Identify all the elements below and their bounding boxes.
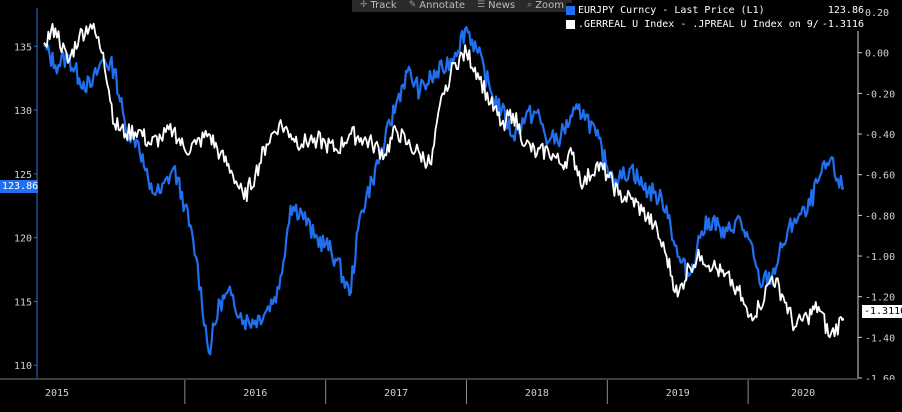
right-tick-label: 0.20	[865, 8, 889, 19]
news-button[interactable]: ☰ News	[477, 0, 515, 12]
x-tick-label: 2019	[666, 388, 690, 399]
zoom-label: Zoom	[535, 0, 565, 11]
last-price-tag-left: 123.86	[0, 180, 39, 193]
news-label: News	[488, 0, 516, 11]
real-rate-spread-last-point	[841, 317, 845, 321]
crosshair-icon: ✛	[360, 0, 368, 10]
right-tick-label: -1.00	[865, 252, 895, 263]
legend-row-real-rate-spread[interactable]: .GERREAL U Index - .JPREAL U Index on 9/…	[566, 17, 864, 31]
track-label: Track	[370, 0, 397, 11]
left-tick-label: 120	[14, 234, 32, 245]
x-tick-label: 2020	[791, 388, 815, 399]
magnifier-icon: ⌕	[527, 0, 533, 10]
right-tick-label: -0.60	[865, 171, 895, 182]
eurjpy-last-point	[841, 186, 845, 190]
right-tick-label: -1.40	[865, 333, 895, 344]
real-rate-spread-line	[43, 22, 844, 339]
right-y-axis: -1.60 -1.40 -1.20 -1.00 -0.80 -0.60 -0.40 -0.20…	[857, 8, 895, 385]
annotate-label: Annotate	[419, 0, 466, 11]
x-axis-band	[0, 380, 902, 412]
plot-area	[43, 22, 845, 356]
right-tick-label: -0.40	[865, 130, 895, 141]
right-tick-label: 0.00	[865, 49, 889, 60]
chart-legend: EURJPY Curncy - Last Price (L1) 123.86 .…	[566, 3, 864, 31]
x-tick-label: 2015	[45, 388, 69, 399]
eurjpy-line	[43, 26, 844, 356]
track-button[interactable]: ✛ Track	[360, 0, 397, 12]
left-tick-label: 125	[14, 170, 32, 181]
left-tick-label: 130	[14, 106, 32, 117]
right-tick-label: -0.80	[865, 211, 895, 222]
right-tick-label: -1.60	[865, 374, 895, 385]
x-tick-label: 2018	[525, 388, 549, 399]
news-icon: ☰	[477, 0, 486, 10]
pencil-icon: ✎	[408, 0, 417, 10]
right-tick-label: -0.20	[865, 89, 895, 100]
legend-swatch-eurjpy	[566, 5, 575, 15]
annotate-button[interactable]: ✎ Annotate	[409, 0, 465, 12]
legend-label-real-rate-spread: .GERREAL U Index - .JPREAL U Index on 9/…	[578, 18, 818, 30]
left-tick-label: 135	[14, 42, 32, 53]
last-price-tag-right: -1.3116	[862, 305, 902, 318]
legend-label-eurjpy: EURJPY Curncy - Last Price (L1)	[578, 4, 765, 16]
left-tick-label: 115	[14, 297, 32, 308]
x-tick-label: 2017	[384, 388, 408, 399]
legend-swatch-real-rate-spread	[566, 19, 575, 29]
right-tick-label: -1.20	[865, 293, 895, 304]
left-tick-label: 110	[14, 361, 32, 372]
zoom-button[interactable]: ⌕ Zoom	[527, 0, 564, 12]
legend-row-eurjpy[interactable]: EURJPY Curncy - Last Price (L1) 123.86	[566, 3, 864, 17]
legend-value-eurjpy: 123.86	[827, 4, 864, 16]
x-tick-label: 2016	[243, 388, 267, 399]
x-axis: 2015 2016 2017 2018 2019 2020	[0, 378, 902, 412]
left-y-axis: 110 115 120 125 130 135	[14, 8, 38, 378]
chart-toolbar: ✛ Track ✎ Annotate ☰ News ⌕ Zoom	[352, 0, 573, 12]
legend-value-real-rate-spread: -1.3116	[821, 18, 864, 30]
